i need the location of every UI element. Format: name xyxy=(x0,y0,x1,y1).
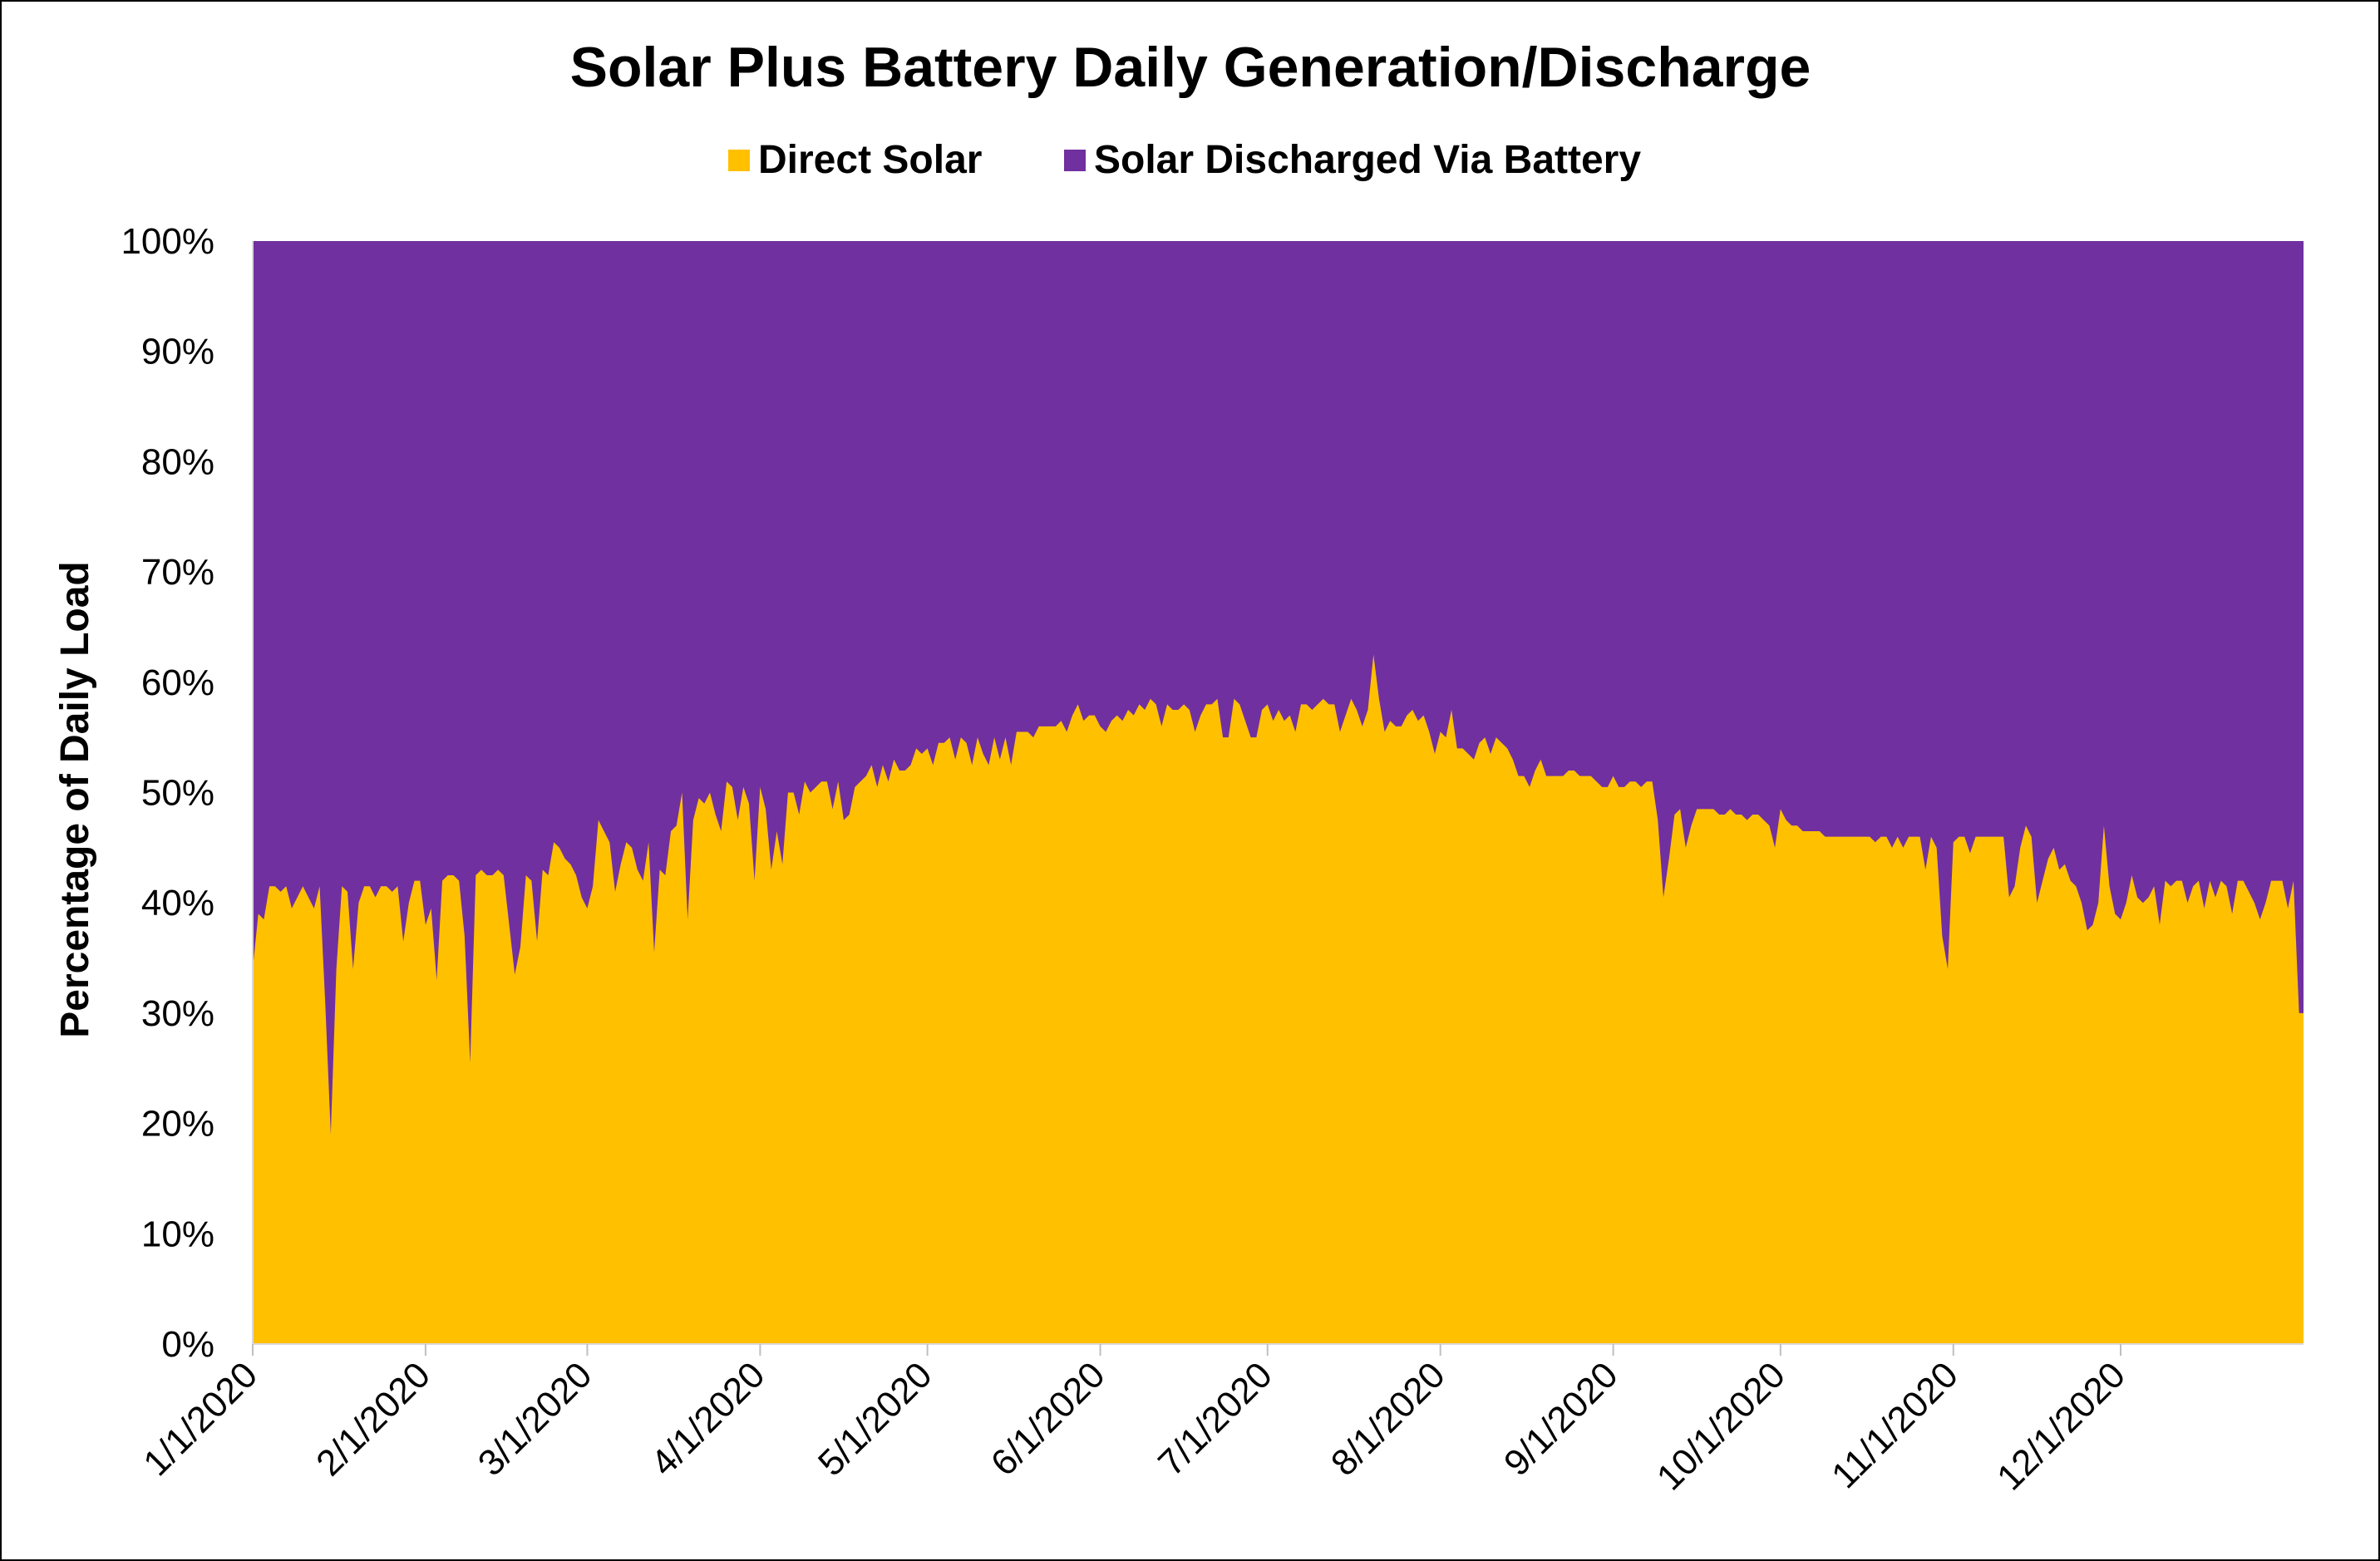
series-area-direct-solar xyxy=(253,654,2304,1344)
y-tick-label: 40% xyxy=(141,883,214,923)
y-axis: 0% 10% 20% 30% 40% 50% 60% 70% 80% 90% 100% xyxy=(121,221,254,1365)
legend-swatch-direct-solar xyxy=(728,150,750,171)
x-tick-label: 7/1/2020 xyxy=(1151,1354,1280,1484)
x-tick-label: 10/1/2020 xyxy=(1649,1354,1793,1498)
x-tick-label: 6/1/2020 xyxy=(983,1354,1113,1484)
x-axis: 1/1/2020 2/1/2020 3/1/2020 4/1/2020 5/1/2020… xyxy=(136,1343,2304,1498)
x-tick-label: 9/1/2020 xyxy=(1496,1354,1626,1484)
y-tick-label: 100% xyxy=(121,221,214,262)
y-tick-label: 0% xyxy=(161,1324,214,1365)
legend: Direct Solar Solar Discharged Via Batter… xyxy=(728,138,1641,182)
x-tick-label: 12/1/2020 xyxy=(1989,1354,2133,1498)
y-tick-label: 20% xyxy=(141,1104,214,1145)
plot-area xyxy=(253,241,2304,1344)
x-tick-label: 1/1/2020 xyxy=(136,1354,265,1484)
y-tick-label: 30% xyxy=(141,993,214,1034)
x-tick-label: 5/1/2020 xyxy=(811,1354,940,1484)
y-tick-label: 50% xyxy=(141,773,214,814)
y-tick-label: 90% xyxy=(141,332,214,372)
chart-title: Solar Plus Battery Daily Generation/Disc… xyxy=(570,36,1811,99)
x-tick-label: 4/1/2020 xyxy=(643,1354,773,1484)
x-tick-label: 3/1/2020 xyxy=(471,1354,600,1484)
y-tick-label: 70% xyxy=(141,552,214,593)
legend-label-battery: Solar Discharged Via Battery xyxy=(1094,138,1641,182)
x-tick-label: 11/1/2020 xyxy=(1824,1354,1966,1496)
legend-label-direct-solar: Direct Solar xyxy=(758,138,982,182)
y-tick-label: 80% xyxy=(141,441,214,482)
x-tick-label: 8/1/2020 xyxy=(1323,1354,1453,1484)
legend-swatch-battery xyxy=(1064,150,1086,171)
x-tick-label: 2/1/2020 xyxy=(308,1354,438,1484)
legend-item-direct-solar: Direct Solar xyxy=(728,138,982,182)
y-tick-label: 10% xyxy=(141,1214,214,1254)
legend-item-battery: Solar Discharged Via Battery xyxy=(1064,138,1641,182)
y-tick-label: 60% xyxy=(141,662,214,703)
y-axis-label: Percentage of Daily Load xyxy=(53,561,97,1038)
